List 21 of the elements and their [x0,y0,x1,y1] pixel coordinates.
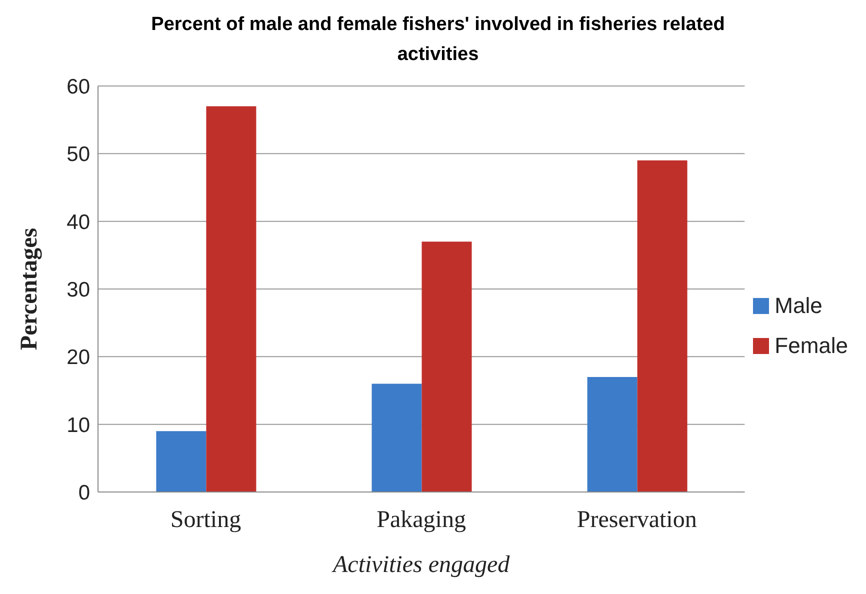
bar [206,106,256,492]
x-tick-label: Sorting [170,507,242,534]
bar [422,242,472,492]
y-tick-label: 30 [66,278,90,302]
y-tick-label: 20 [66,346,90,370]
x-axis-title: Activities engaged [331,552,511,578]
y-tick-label: 40 [66,210,90,234]
bar [587,376,638,492]
x-tick-label: Preservation [576,507,697,534]
y-tick-label: 0 [78,481,90,504]
y-axis-title: Percentages [16,228,43,350]
bar [156,431,206,492]
y-tick-label: 50 [66,143,90,166]
chart-title: Percent of male and female fishers' involved in fisheries related activities [150,13,726,67]
legend-label: Male [774,292,822,320]
legend-label: Female [774,332,848,360]
bar [372,384,422,492]
y-tick-label: 60 [66,75,90,98]
y-tick-label: 10 [66,414,90,437]
bar [637,160,688,492]
x-tick-label: Pakaging [376,507,466,534]
